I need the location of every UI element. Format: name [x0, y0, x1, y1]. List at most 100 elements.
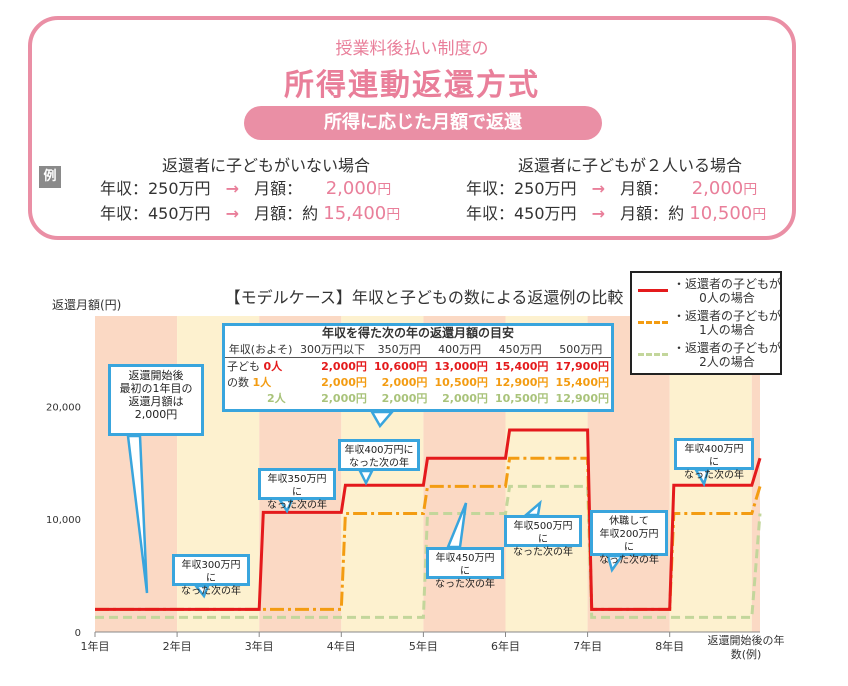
x-axis-title: 返還開始後の年数(例) — [707, 634, 785, 661]
axes: 1年目 2年目 3年目 4年目 5年目 6年目 7年目 8年目 0 10,000 20,000 — [46, 402, 760, 653]
x-tick-label: 4年目 — [327, 639, 356, 653]
arrow-icon: → — [225, 179, 240, 198]
x-tick-label: 2年目 — [163, 639, 192, 653]
table-cell: 10,600円 — [373, 360, 428, 373]
rowgroup-0: 子ども — [227, 360, 260, 373]
monthly-amount-table: 年収を得た次の年の返還月額の目安 年収(およそ) 300万円以下 350万円 4… — [222, 323, 614, 412]
series-line-0 — [95, 428, 762, 611]
table-cell: 17,900円 — [555, 360, 609, 373]
table-pointer — [369, 410, 395, 429]
label: 月額： — [254, 179, 303, 198]
pointer-7 — [693, 468, 710, 488]
legend-swatch-0 — [638, 289, 668, 292]
table-row-label: 子ども 0人 — [225, 358, 296, 375]
table-header-cell: 300万円以下 — [296, 341, 369, 358]
annotation-0: 返還開始後 最初の1年目の 返還月額は 2,000円 — [108, 364, 204, 436]
table-header-row: 年収(およそ) 300万円以下 350万円 400万円 450万円 500万円 — [225, 341, 611, 358]
rowgroup-1: の数 — [227, 376, 249, 389]
annotation-4: 年収450万円に なった次の年 — [426, 547, 504, 590]
table-cell: 12,900円 — [494, 376, 549, 389]
unit: 円 — [752, 207, 767, 223]
arrow-icon: → — [225, 204, 240, 223]
case-head-two-children: 返還者に子どもが２人いる場合 — [518, 156, 743, 175]
table-cell: 2,000円 — [321, 360, 367, 373]
arrow-icon: → — [591, 204, 606, 223]
amount: 10,500 — [689, 203, 753, 224]
y-tick-label: 0 — [75, 628, 81, 639]
y-axis-title: 返還月額(円) — [52, 298, 122, 312]
annotation-5: 年収500万円に なった次の年 — [504, 515, 582, 558]
unit: 円 — [743, 182, 758, 198]
table-cell: 2,000円 — [321, 376, 367, 389]
prefix: 約 — [302, 204, 319, 223]
table-row: 2人 2,000円 2,000円 2,000円 10,500円 12,900円 — [225, 390, 611, 406]
summary-title: 所得連動返還方式 — [284, 68, 540, 103]
annotation-1: 年収300万円に なった次の年 — [172, 554, 250, 597]
row-label-0: 0人 — [263, 360, 283, 373]
legend-label-1: ・返還者の子どもが1人の場合 — [672, 309, 781, 337]
row-label-1: 1人 — [252, 376, 272, 389]
table-header-cell: 350万円 — [368, 341, 430, 358]
table-cell: 2,000円 — [381, 392, 428, 405]
table-header-cell: 450万円 — [489, 341, 551, 358]
income: 年収：450万円 — [466, 204, 577, 223]
y-tick-label: 10,000 — [46, 515, 81, 526]
table-cell: 13,000円 — [434, 360, 488, 373]
legend-swatch-1 — [638, 321, 668, 324]
chart-title: 【モデルケース】年収と子どもの数による返還例の比較 — [224, 288, 624, 307]
pointer-0 — [126, 434, 149, 594]
legend-label-0: ・返還者の子どもが0人の場合 — [672, 277, 781, 305]
table-cell: 15,400円 — [555, 376, 609, 389]
legend-label-2: ・返還者の子どもが2人の場合 — [672, 341, 781, 369]
table-cell: 10,500円 — [494, 392, 549, 405]
amount: 15,400 — [323, 203, 387, 224]
annotation-7: 年収400万円に なった次の年 — [674, 438, 754, 481]
summary-box: 授業料後払い制度の 所得連動返還方式 所得に応じた月額で返還 — [28, 16, 796, 240]
table-grid: 年収(およそ) 300万円以下 350万円 400万円 450万円 500万円 … — [225, 341, 611, 406]
case0-row1: 年収：450万円 → 月額：約 15,400円 — [100, 200, 400, 224]
table-header-cell: 400万円 — [429, 341, 490, 358]
annotation-6: 休職して 年収200万円に なった次の年 — [590, 510, 668, 566]
table-row: の数 1人 2,000円 2,000円 10,500円 12,900円 15,4… — [225, 374, 611, 390]
amount: 2,000 — [325, 178, 378, 199]
x-tick-label: 5年目 — [409, 639, 438, 653]
unit: 円 — [377, 182, 392, 198]
x-tick-label: 6年目 — [491, 639, 520, 653]
table-header-cell: 年収(およそ) — [225, 341, 297, 358]
summary-pill: 所得に応じた月額で返還 — [244, 106, 602, 140]
x-tick-label: 8年目 — [655, 639, 684, 653]
legend-swatch-2 — [638, 353, 668, 356]
table-cell: 12,900円 — [555, 392, 609, 405]
table-row: 子ども 0人 2,000円 10,600円 13,000円 15,400円 17… — [225, 358, 611, 375]
table-cell: 10,500円 — [434, 376, 488, 389]
annotation-2: 年収350万円に なった次の年 — [258, 468, 336, 511]
table-row-label: の数 1人 — [225, 374, 296, 390]
label: 月額： — [620, 204, 669, 223]
unit: 円 — [386, 207, 401, 223]
case-head-no-children: 返還者に子どもがいない場合 — [162, 156, 371, 175]
x-tick-label: 1年目 — [81, 639, 110, 653]
x-tick-label: 3年目 — [245, 639, 274, 653]
pointer-6 — [606, 554, 625, 573]
case1-row0: 年収：250万円 → 月額： 2,000円 — [466, 175, 757, 199]
table-cell: 15,400円 — [494, 360, 549, 373]
series-line-2 — [95, 484, 762, 619]
prefix: 約 — [668, 204, 685, 223]
pointer-2 — [277, 498, 294, 514]
case0-row0: 年収：250万円 → 月額： 2,000円 — [100, 175, 391, 199]
label: 月額： — [620, 179, 669, 198]
income: 年収：250万円 — [100, 179, 211, 198]
table-cell: 2,000円 — [321, 392, 367, 405]
label: 月額： — [254, 204, 303, 223]
case1-row1: 年収：450万円 → 月額：約 10,500円 — [466, 200, 766, 224]
pointer-1 — [193, 584, 210, 599]
y-tick-label: 20,000 — [46, 402, 81, 413]
summary-subtitle: 授業料後払い制度の — [335, 39, 489, 59]
table-cell: 2,000円 — [442, 392, 488, 405]
amount: 2,000 — [691, 178, 744, 199]
example-badge: 例 — [39, 166, 61, 188]
income: 年収：450万円 — [100, 204, 211, 223]
table-title: 年収を得た次の年の返還月額の目安 — [321, 326, 514, 340]
arrow-icon: → — [591, 179, 606, 198]
x-tick-label: 7年目 — [573, 639, 602, 653]
